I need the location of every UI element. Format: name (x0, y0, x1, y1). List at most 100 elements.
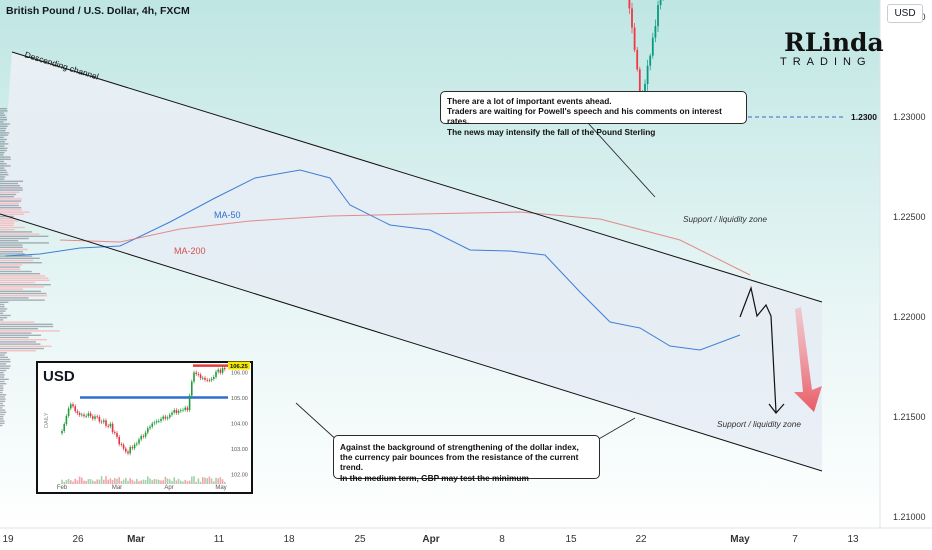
usd-inset: 106.25106.00 105.00 104.00 103.00 102.00 Feb M… (36, 361, 253, 494)
volume-profile-bar (0, 270, 32, 273)
candle-body (633, 27, 636, 50)
volume-profile-bar (0, 413, 5, 416)
moving-averages (4, 169, 751, 351)
volume-profile-bar (0, 218, 17, 220)
volume-profile-bar (0, 207, 22, 209)
inset-volume-bar (107, 479, 109, 484)
callout-pointer-top (587, 122, 656, 198)
volume-profile-bar (0, 211, 30, 213)
inset-tick-label: 103.00 (231, 447, 248, 453)
volume-profile-bar (0, 112, 4, 114)
inset-volume-bar (217, 478, 219, 484)
inset-candle-body (199, 374, 202, 379)
inset-volume-bar (210, 478, 213, 484)
volume-profile-bar (0, 334, 42, 336)
volume-profile-bar (0, 176, 6, 178)
volume-profile-bar (0, 319, 4, 321)
volume-profile-bar (0, 165, 11, 167)
inset-candle-body (92, 416, 94, 419)
volume-profile-bar (0, 317, 8, 319)
inset-candle-body (164, 416, 167, 419)
volume-profile-bar (0, 268, 21, 270)
volume-profile-bar (0, 378, 9, 380)
volume-profile-bar (0, 347, 44, 350)
level-labels: 1.26681.25701.25201.24221.2300 (851, 112, 877, 122)
inset-volume-bar (133, 481, 136, 484)
inset-candle-body (127, 451, 129, 454)
inset-volume-bar (151, 480, 153, 484)
candle-body (649, 55, 652, 66)
volume-profile-bar (0, 141, 5, 143)
inset-volume-bar (208, 476, 211, 484)
inset-volume-bar (114, 478, 116, 484)
volume-profile-bar (0, 224, 14, 226)
inset-volume-bar (158, 479, 160, 484)
currency-button[interactable]: USD (887, 4, 923, 23)
volume-profile-bar (0, 244, 23, 246)
volume-profile-bar (0, 156, 11, 158)
inset-volume-bar (149, 478, 151, 484)
inset-volume-bar (204, 477, 206, 484)
inset-candle-body (208, 380, 211, 381)
inset-candle-body (219, 369, 222, 373)
inset-candle-body (136, 443, 138, 445)
volume-profile (0, 108, 60, 427)
volume-profile-bar (0, 163, 7, 165)
ma50-label: MA-50 (214, 210, 241, 220)
candle-body (638, 69, 641, 101)
volume-profile-bar (0, 264, 23, 266)
inset-volume-bar (144, 480, 147, 484)
candle-body (657, 5, 659, 27)
inset-candle-body (191, 381, 193, 396)
candle-body (644, 83, 646, 96)
volume-profile-bar (0, 253, 25, 255)
inset-candle-body (96, 416, 98, 418)
volume-profile-bar (0, 121, 4, 123)
price-tick-label: 1.21000 (893, 512, 926, 522)
volume-profile-bar (0, 288, 23, 290)
inset-candle-body (83, 414, 85, 417)
inset-candle-body (224, 367, 226, 370)
volume-profile-bar (0, 354, 5, 356)
time-tick-label: 22 (635, 534, 647, 545)
inset-volume-bar (169, 479, 171, 484)
inset-candle-body (138, 439, 140, 444)
volume-profile-bar (0, 143, 9, 145)
inset-candle-body (133, 444, 136, 449)
volume-profile-bar (0, 220, 19, 222)
volume-profile-bar (0, 380, 5, 383)
inset-volume-bar (122, 479, 125, 484)
note-bottom-line-3: In the medium term, GBP may test the min… (340, 472, 529, 483)
inset-volume-bar (127, 480, 129, 484)
inset-volume-bar (138, 481, 140, 484)
inset-volume-bar (197, 478, 200, 484)
inset-candle-body (109, 423, 112, 427)
inset-volume-bar (164, 476, 167, 484)
channel-lower-line (0, 213, 823, 472)
volume-profile-bar (0, 424, 3, 427)
inset-volume-bar (98, 479, 101, 484)
inset-tick-label: 106.00 (231, 371, 248, 377)
price-tick-label: 1.21500 (893, 412, 926, 422)
volume-profile-bar (0, 132, 10, 134)
volume-profile-bar (0, 398, 6, 400)
inset-volume-bar (202, 477, 204, 484)
inset-candle-body (197, 374, 200, 375)
note-bottom: Against the background of strengthening … (333, 435, 600, 483)
volume-profile-bar (0, 127, 7, 130)
inset-volume-bar (63, 482, 65, 484)
note-top: There are a lot of important events ahea… (440, 91, 747, 137)
volume-profile-bar (0, 152, 5, 154)
inset-candle-body (153, 422, 156, 424)
volume-profile-bar (0, 259, 33, 262)
inset-volume-bar (81, 477, 83, 484)
volume-profile-bar (0, 420, 5, 422)
volume-profile-bar (0, 299, 45, 301)
inset-candle-body (140, 436, 142, 440)
inset-volume-bar (162, 480, 164, 484)
time-tick-label: Mar (127, 534, 145, 545)
volume-profile-bar (0, 213, 24, 215)
volume-profile-bar (0, 290, 41, 292)
inset-volume-bar (173, 477, 175, 484)
volume-profile-bar (0, 134, 9, 136)
